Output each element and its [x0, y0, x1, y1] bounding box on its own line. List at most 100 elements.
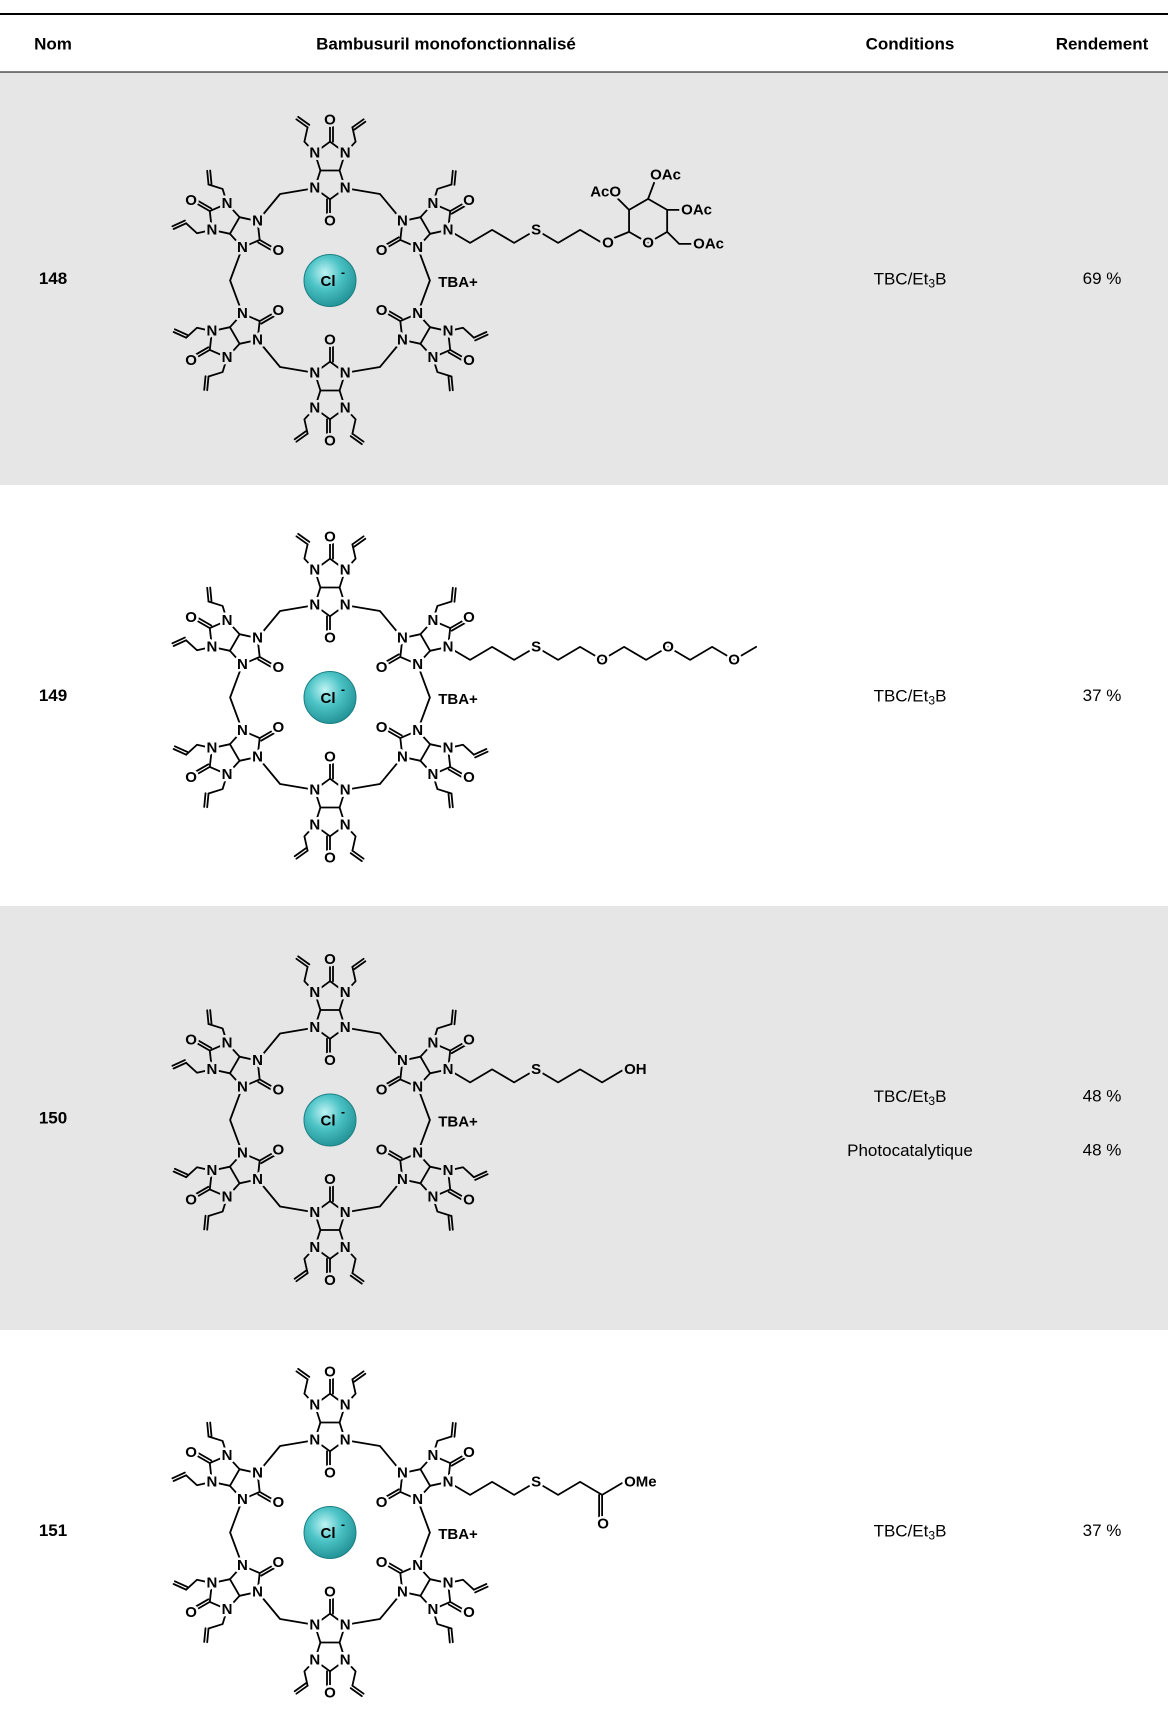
bond — [432, 1023, 453, 1044]
bond — [351, 1684, 365, 1695]
atom-label: N — [309, 561, 320, 578]
bond — [203, 375, 207, 391]
bond — [453, 1009, 457, 1026]
atom-label: N — [427, 195, 438, 212]
bond — [349, 435, 363, 446]
atom-label: N — [206, 1061, 217, 1078]
condition-text: B — [935, 269, 946, 288]
substituent-chain — [447, 1480, 626, 1496]
bond — [450, 1421, 454, 1438]
atom-label: N — [252, 1052, 263, 1069]
bond — [196, 1451, 213, 1462]
bond — [172, 1170, 188, 1179]
bond — [293, 430, 307, 441]
atom-label: O — [273, 659, 285, 676]
bond — [256, 604, 316, 640]
atom-label: O — [376, 242, 388, 259]
bond — [450, 1009, 454, 1025]
atom-label: N — [222, 766, 233, 783]
bond — [297, 532, 311, 543]
bond — [666, 230, 697, 245]
bond — [256, 1590, 316, 1626]
atom-label: N — [252, 630, 263, 647]
atom-label: N — [206, 323, 217, 340]
bond — [385, 1151, 402, 1162]
bond — [172, 1583, 188, 1591]
atom-label: O — [376, 719, 388, 736]
compound-number: 148 — [39, 269, 67, 288]
atom-label: N — [397, 1171, 408, 1188]
bond — [432, 1196, 453, 1217]
atom-label: N — [252, 1171, 263, 1188]
bond — [351, 1370, 365, 1381]
atom-label: N — [412, 1145, 423, 1162]
bond — [385, 1564, 402, 1574]
atom-label: N — [340, 817, 351, 834]
bond — [303, 1246, 316, 1275]
bond — [206, 1215, 210, 1231]
atom-label: N — [222, 195, 233, 212]
bond — [193, 1185, 210, 1196]
bond — [195, 348, 211, 359]
condition-subscript: 3 — [928, 1094, 935, 1108]
atom-label: N — [237, 1145, 248, 1162]
bond — [449, 766, 465, 776]
atom-label: N — [237, 722, 248, 739]
bond — [196, 199, 213, 210]
bond — [185, 1166, 213, 1179]
atom-label: O — [185, 1031, 197, 1048]
atom-label: N — [309, 1652, 320, 1669]
atom-label: N — [412, 722, 423, 739]
atom-label: O — [324, 432, 336, 449]
bond — [297, 955, 311, 966]
bond — [353, 120, 367, 131]
bond — [453, 1422, 457, 1438]
condition: TBC/Et3B — [874, 269, 947, 291]
atom-label: O — [324, 849, 336, 866]
bond — [474, 1173, 489, 1181]
bond — [387, 726, 403, 737]
bond — [419, 1468, 431, 1487]
bond — [450, 1215, 454, 1231]
atom-label: N — [340, 1239, 351, 1256]
bond — [387, 1561, 403, 1572]
bond — [450, 792, 454, 809]
atom-label: O — [324, 951, 336, 968]
bond — [472, 748, 488, 756]
atom-label: N — [443, 221, 454, 238]
bond — [419, 743, 431, 762]
atom-label: N — [309, 1432, 320, 1449]
atom-label: N — [443, 1061, 454, 1078]
bond — [432, 600, 453, 622]
bond — [256, 755, 316, 791]
bond — [209, 586, 213, 603]
atom-label: N — [222, 612, 233, 629]
atom-label: N — [340, 1652, 351, 1669]
bond — [303, 543, 316, 571]
bond — [384, 653, 400, 664]
cation-label: TBA+ — [438, 691, 478, 708]
bond — [185, 743, 213, 756]
table-row — [0, 1330, 1168, 1731]
atom-label: O — [324, 212, 336, 229]
bond — [432, 1608, 453, 1630]
atom-label: N — [237, 656, 248, 673]
bond — [432, 1435, 453, 1457]
atom-label: N — [443, 740, 454, 757]
atom-label: N — [222, 1601, 233, 1618]
bond — [206, 1421, 210, 1438]
anion-sphere — [303, 254, 357, 307]
atom-label: N — [206, 1575, 217, 1592]
condition-text: TBC/Et — [874, 269, 929, 288]
atom-label: O — [273, 719, 285, 736]
bond — [351, 118, 365, 129]
atom-label: N — [427, 1188, 438, 1205]
atom-label: N — [412, 239, 423, 256]
atom-label: O — [185, 1192, 197, 1209]
bond — [344, 824, 357, 852]
atom-label: O — [463, 769, 475, 786]
atom-label: N — [397, 748, 408, 765]
bond — [173, 745, 189, 753]
bond — [419, 1055, 431, 1075]
